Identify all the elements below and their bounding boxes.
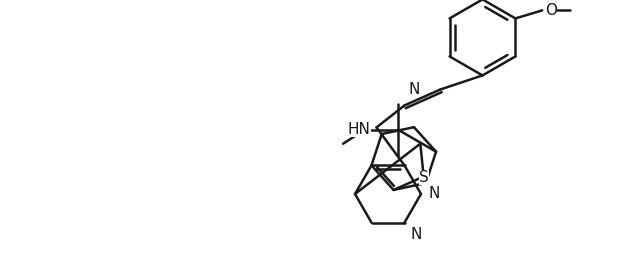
Text: S: S <box>419 170 429 185</box>
Text: N: N <box>408 82 420 97</box>
Text: N: N <box>428 187 440 202</box>
Text: HN: HN <box>348 122 371 137</box>
Text: O: O <box>545 3 557 18</box>
Text: N: N <box>410 227 422 242</box>
